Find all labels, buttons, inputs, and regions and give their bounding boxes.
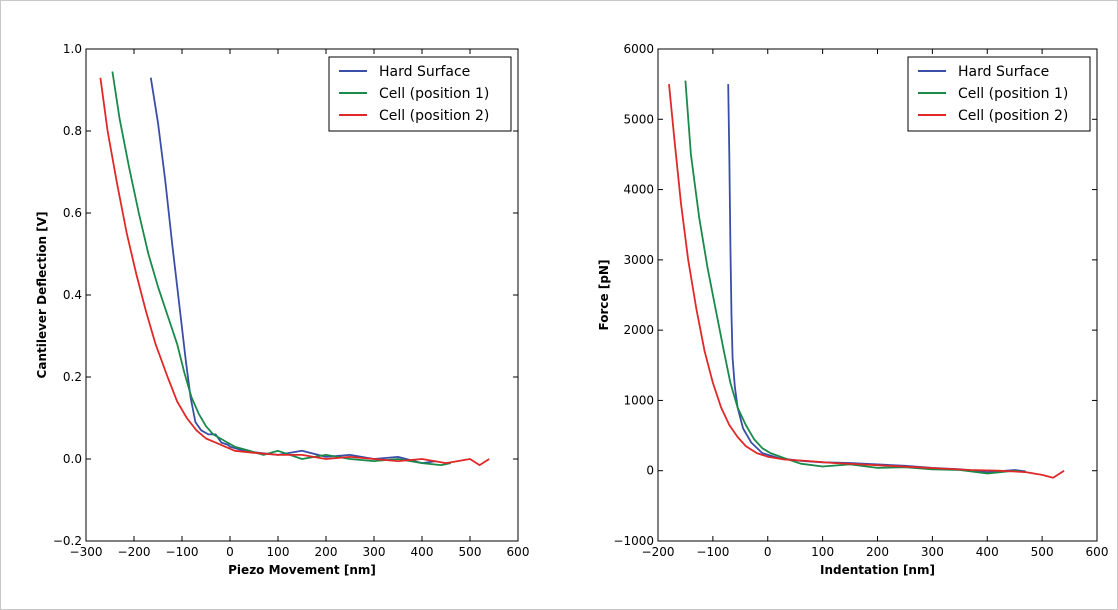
x-tick-label: 600 bbox=[1086, 545, 1109, 559]
y-tick-label: 0 bbox=[646, 464, 654, 478]
x-tick-label: −100 bbox=[696, 545, 729, 559]
series-line-3 bbox=[668, 84, 1065, 479]
x-tick-label: −100 bbox=[166, 545, 199, 559]
legend-label: Cell (position 1) bbox=[958, 86, 1068, 102]
x-axis-label: Piezo Movement [nm] bbox=[228, 563, 376, 577]
x-tick-label: −200 bbox=[118, 545, 151, 559]
legend-label: Cell (position 2) bbox=[379, 108, 489, 124]
y-axis-label: Cantilever Deflection [V] bbox=[35, 212, 49, 379]
x-tick-label: 0 bbox=[226, 545, 234, 559]
legend-label: Cell (position 1) bbox=[379, 86, 489, 102]
y-tick-label: 2000 bbox=[623, 323, 654, 337]
x-tick-label: 200 bbox=[866, 545, 889, 559]
x-tick-label: 500 bbox=[459, 545, 482, 559]
y-tick-label: 1000 bbox=[623, 393, 654, 407]
y-tick-label: 6000 bbox=[623, 42, 654, 56]
y-tick-label: 0.6 bbox=[63, 206, 82, 220]
y-tick-label: 3000 bbox=[623, 253, 654, 267]
y-tick-label: −0.2 bbox=[53, 534, 82, 548]
series-line-3 bbox=[99, 77, 490, 466]
legend-label: Cell (position 2) bbox=[958, 108, 1068, 124]
x-tick-label: −200 bbox=[642, 545, 675, 559]
y-tick-label: 0.0 bbox=[63, 452, 82, 466]
x-axis-label: Indentation [nm] bbox=[820, 563, 935, 577]
legend-label: Hard Surface bbox=[379, 64, 470, 80]
x-tick-label: 300 bbox=[363, 545, 386, 559]
plot-area-border bbox=[85, 48, 519, 542]
x-tick-label: 600 bbox=[507, 545, 530, 559]
plot-area-border bbox=[657, 48, 1098, 542]
ticks-layer: −300 −200 −100 0 100 200 300 400 500 600 −0.2 0.0 0.… bbox=[53, 42, 530, 559]
y-axis-label: Force [pN] bbox=[597, 260, 611, 331]
ticks-layer: −200 −100 0 100 200 300 400 500 600−100001000200… bbox=[613, 42, 1108, 559]
series-line-1 bbox=[727, 84, 1026, 473]
legend: Hard Surface Cell (position 1) Cell (posit… bbox=[907, 56, 1091, 132]
series-layer bbox=[668, 80, 1065, 479]
y-tick-label: −1000 bbox=[613, 534, 654, 548]
y-tick-label: 4000 bbox=[623, 183, 654, 197]
series-line-2 bbox=[684, 80, 1026, 475]
x-tick-label: 500 bbox=[1031, 545, 1054, 559]
x-tick-label: 400 bbox=[976, 545, 999, 559]
x-tick-label: −300 bbox=[70, 545, 103, 559]
series-line-1 bbox=[149, 77, 437, 464]
x-tick-label: 300 bbox=[921, 545, 944, 559]
x-tick-label: 100 bbox=[267, 545, 290, 559]
legend: Hard Surface Cell (position 1) Cell (posit… bbox=[328, 56, 512, 132]
series-layer bbox=[99, 71, 490, 466]
x-tick-label: 200 bbox=[315, 545, 338, 559]
x-tick-label: 100 bbox=[811, 545, 834, 559]
y-tick-label: 1.0 bbox=[63, 42, 82, 56]
y-tick-label: 5000 bbox=[623, 112, 654, 126]
series-line-2 bbox=[111, 71, 451, 466]
y-tick-label: 0.2 bbox=[63, 370, 82, 384]
y-tick-label: 0.4 bbox=[63, 288, 82, 302]
chart-panel-right: −200 −100 0 100 200 300 400 500 600−100001000200… bbox=[597, 42, 1108, 577]
x-tick-label: 0 bbox=[764, 545, 772, 559]
x-tick-label: 400 bbox=[411, 545, 434, 559]
legend-label: Hard Surface bbox=[958, 64, 1049, 80]
chart-panel-left: −300 −200 −100 0 100 200 300 400 500 600 −0.2 0.0 0.… bbox=[35, 42, 529, 577]
y-tick-label: 0.8 bbox=[63, 124, 82, 138]
